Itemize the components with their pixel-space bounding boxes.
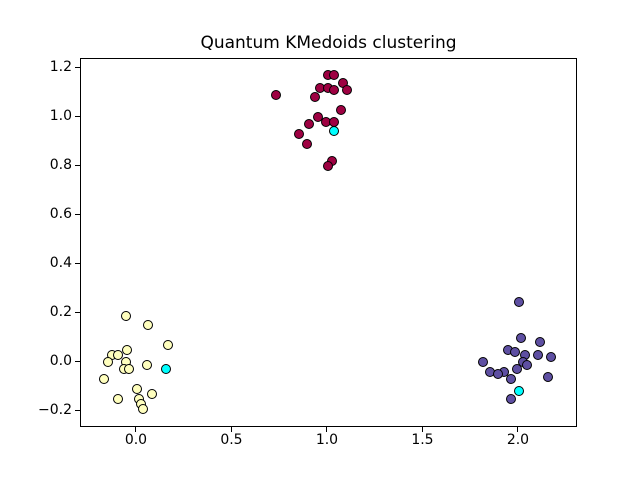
- y-axis-tick: [75, 360, 80, 362]
- y-axis-tick-label: 0.8: [49, 157, 72, 174]
- data-point-cluster-2: [512, 364, 523, 375]
- data-point-cluster-0: [309, 92, 320, 103]
- data-point-cluster-1: [124, 364, 135, 375]
- x-axis-tick: [230, 427, 232, 432]
- data-point-cluster-1: [131, 384, 142, 395]
- y-axis-tick: [75, 311, 80, 313]
- data-point-cluster-2: [513, 297, 524, 308]
- y-axis-tick-label: 1.0: [49, 108, 72, 125]
- y-axis-tick: [75, 262, 80, 264]
- data-point-cluster-1: [122, 344, 133, 355]
- data-point-cluster-2: [546, 352, 557, 363]
- data-point-cluster-1: [137, 403, 148, 414]
- x-axis-tick: [326, 427, 328, 432]
- y-axis-tick-label: 0.0: [49, 353, 72, 370]
- data-point-cluster-0: [328, 70, 339, 81]
- data-point-cluster-2: [506, 393, 517, 404]
- y-axis-tick: [75, 409, 80, 411]
- y-axis-tick: [75, 115, 80, 117]
- data-point-cluster-1: [120, 310, 131, 321]
- data-point-cluster-2: [506, 374, 517, 385]
- data-point-cluster-1: [143, 320, 154, 331]
- data-point-cluster-2: [477, 357, 488, 368]
- data-point-cluster-0: [322, 161, 333, 172]
- data-point-cluster-1: [141, 359, 152, 370]
- x-axis-tick-label: 1.5: [411, 432, 434, 448]
- x-axis-tick: [421, 427, 423, 432]
- y-axis-tick-label: 1.2: [49, 59, 72, 76]
- y-axis-tick-label: −0.2: [38, 402, 72, 419]
- data-point-cluster-0: [336, 104, 347, 115]
- data-point-cluster-2: [510, 347, 521, 358]
- medoid-point: [328, 125, 339, 136]
- y-axis-tick-label: 0.2: [49, 304, 72, 321]
- y-axis-tick: [75, 213, 80, 215]
- y-axis-tick: [75, 66, 80, 68]
- y-axis-tick: [75, 164, 80, 166]
- data-point-cluster-1: [112, 393, 123, 404]
- medoid-point: [513, 386, 524, 397]
- x-axis-tick: [135, 427, 137, 432]
- x-axis-tick-label: 0.5: [220, 432, 243, 448]
- data-point-cluster-0: [303, 119, 314, 130]
- data-point-cluster-0: [301, 139, 312, 150]
- data-point-cluster-2: [492, 369, 503, 380]
- y-axis-tick-label: 0.4: [49, 255, 72, 272]
- medoid-point: [160, 364, 171, 375]
- data-point-cluster-0: [271, 90, 282, 101]
- data-point-cluster-0: [294, 129, 305, 140]
- data-point-cluster-2: [533, 349, 544, 360]
- data-point-cluster-2: [542, 371, 553, 382]
- chart-title: Quantum KMedoids clustering: [200, 33, 457, 53]
- data-point-cluster-2: [521, 359, 532, 370]
- data-point-cluster-1: [162, 339, 173, 350]
- x-axis-tick-label: 1.0: [315, 432, 339, 448]
- data-point-cluster-2: [534, 337, 545, 348]
- data-point-cluster-0: [342, 85, 353, 96]
- y-axis-tick-label: 0.6: [49, 206, 72, 223]
- x-axis-tick-label: 2.0: [506, 432, 530, 448]
- data-point-cluster-2: [515, 332, 526, 343]
- data-point-cluster-1: [147, 388, 158, 399]
- plot-area: [80, 58, 577, 427]
- x-axis-tick-label: 0.0: [124, 432, 148, 448]
- data-point-cluster-1: [103, 357, 114, 368]
- x-axis-tick: [517, 427, 519, 432]
- data-point-cluster-1: [112, 349, 123, 360]
- data-point-cluster-1: [99, 374, 110, 385]
- data-point-cluster-0: [328, 85, 339, 96]
